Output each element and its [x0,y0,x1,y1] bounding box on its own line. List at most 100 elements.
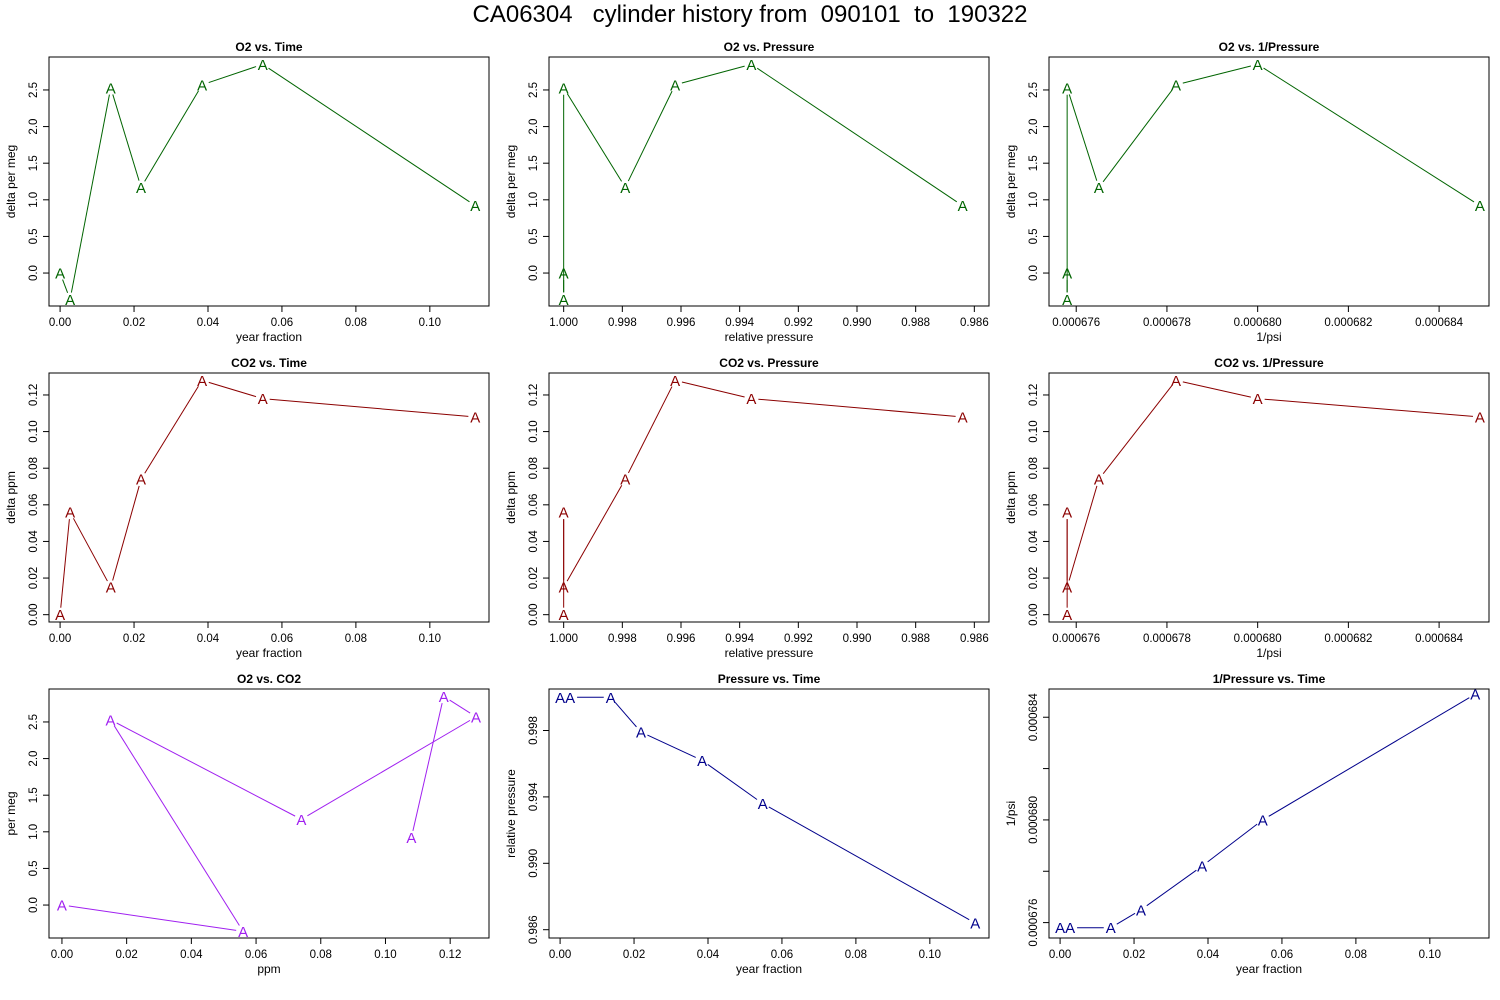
plot-frame [548,688,990,939]
panel-title: 1/Pressure vs. Time [1213,672,1326,686]
series-line-segment [756,67,958,203]
y-tick-label: 0.5 [528,228,540,244]
data-point-marker: A [1062,580,1072,597]
panel-title: CO2 vs. 1/Pressure [1214,356,1324,370]
series-line-segment [566,93,623,182]
y-tick-label: 2.5 [28,82,40,98]
y-tick-label: 1.5 [528,155,540,171]
data-point-marker: A [620,180,630,197]
y-tick-label: 0.12 [28,384,40,406]
x-tick-label: 0.986 [960,317,989,329]
x-tick-label: 0.992 [784,633,813,645]
y-tick-label: 0.0 [28,897,40,913]
y-tick-label: 0.00 [528,603,540,625]
x-tick-label: 0.04 [180,949,203,961]
x-tick-label: 0.988 [901,633,930,645]
x-tick-label: 0.08 [345,633,367,645]
y-tick-label: 0.04 [28,530,40,553]
data-point-marker: A [1094,472,1104,489]
x-tick-label: 0.02 [115,949,137,961]
x-tick-label: 0.00 [549,949,571,961]
data-point-marker: A [1062,607,1072,624]
y-tick-label: 0.994 [528,782,540,811]
y-tick-label: 0.08 [1028,457,1040,479]
y-tick-label: 0.04 [528,530,540,553]
plot-frame [1048,56,1490,307]
series-line-segment [112,94,140,181]
panel-title: O2 vs. Time [235,40,302,54]
panel-title: O2 vs. Pressure [724,40,815,54]
x-tick-label: 0.04 [1197,949,1220,961]
data-point-marker: A [559,266,569,283]
series-line-segment [113,725,240,926]
y-tick-label: 2.0 [28,751,40,767]
y-tick-label: 0.00 [1028,603,1040,625]
series-line-segment [412,703,443,831]
y-tick-label: 0.00 [28,603,40,625]
x-axis-label: 1/psi [1256,330,1281,344]
x-tick-label: 0.10 [374,949,396,961]
series-line-segment [768,806,970,921]
x-tick-label: 0.10 [419,633,441,645]
y-axis-label: 1/psi [1004,801,1018,826]
x-tick-label: 0.06 [771,949,793,961]
data-point-marker: A [1475,198,1485,215]
y-tick-label: 1.5 [28,787,40,803]
chart-panel: O2 vs. Time 0.00 0.02 0.04 0.06 0.08 0.10 0.0 0.… [4,40,490,344]
x-tick-label: 0.000676 [1052,633,1100,645]
panel-title: O2 vs. CO2 [237,672,301,686]
x-tick-label: 0.000678 [1143,633,1191,645]
chart-panel: O2 vs. CO2 0.00 0.02 0.04 0.06 0.08 0.10 0.12 0.… [4,672,490,976]
data-point-marker: A [136,180,146,197]
data-point-marker: A [565,690,575,707]
data-point-marker: A [1062,266,1072,283]
series-line-segment [449,699,471,714]
data-point-marker: A [1171,373,1181,390]
y-tick-label: 2.0 [1028,119,1040,135]
series-line-segment [144,386,199,474]
y-tick-label: 0.5 [28,228,40,244]
x-axis-label: year fraction [1236,962,1302,976]
y-tick-label: 0.990 [528,849,540,878]
data-point-marker: A [958,198,968,215]
data-point-marker: A [471,709,481,726]
x-tick-label: 0.996 [667,633,696,645]
series-line-segment [208,381,257,398]
data-point-marker: A [559,607,569,624]
chart-panel: CO2 vs. Time 0.00 0.02 0.04 0.06 0.08 0.10 0.00… [4,356,490,660]
series-line-segment [72,518,108,582]
y-tick-label: 0.0 [1028,265,1040,281]
series-line-segment [647,734,696,758]
data-point-marker: A [1475,409,1485,426]
data-point-marker: A [1258,812,1268,829]
y-tick-label: 0.000684 [1028,693,1040,742]
data-point-marker: A [1062,505,1072,522]
x-tick-label: 0.06 [271,317,293,329]
x-axis-label: relative pressure [725,646,814,660]
x-tick-label: 0.04 [197,317,220,329]
series-line-segment [1116,912,1136,925]
series-line-segment [1068,94,1098,181]
y-tick-label: 0.000680 [1028,796,1040,844]
x-tick-label: 0.08 [310,949,332,961]
y-tick-label: 2.5 [1028,82,1040,98]
chart-panel: 1/Pressure vs. Time 0.00 0.02 0.04 0.06 0.08 0… [1004,672,1490,976]
data-point-marker: A [106,80,116,97]
data-point-marker: A [636,725,646,742]
data-point-marker: A [1062,80,1072,97]
data-point-marker: A [106,580,116,597]
y-tick-label: 1.0 [1028,192,1040,208]
data-point-marker: A [697,753,707,770]
series-line-segment [1102,385,1173,474]
data-point-marker: A [555,690,565,707]
data-point-marker: A [258,57,268,74]
data-point-marker: A [559,505,569,522]
series-line-segment [614,702,637,728]
x-tick-label: 0.02 [123,317,145,329]
data-point-marker: A [1065,920,1075,937]
data-point-marker: A [670,373,680,390]
data-point-marker: A [55,607,65,624]
data-point-marker: A [958,409,968,426]
x-tick-label: 0.06 [1271,949,1293,961]
y-tick-label: 2.5 [528,82,540,98]
